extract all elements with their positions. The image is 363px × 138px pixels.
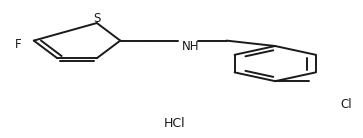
Text: NH: NH: [182, 39, 199, 53]
Text: Cl: Cl: [340, 98, 352, 111]
Text: S: S: [93, 12, 101, 26]
Text: HCl: HCl: [163, 117, 185, 130]
Text: F: F: [15, 38, 21, 51]
